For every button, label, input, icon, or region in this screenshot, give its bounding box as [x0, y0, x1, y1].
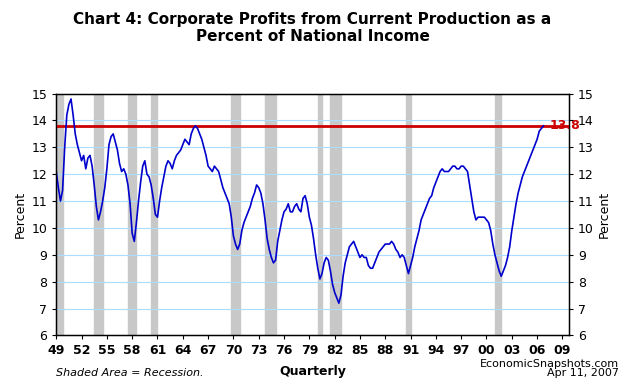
- Bar: [406, 94, 411, 335]
- Text: Apr 11, 2007: Apr 11, 2007: [547, 368, 619, 378]
- Y-axis label: Percent: Percent: [14, 191, 27, 238]
- Bar: [331, 94, 341, 335]
- Bar: [94, 94, 102, 335]
- Text: Shaded Area = Recession.: Shaded Area = Recession.: [56, 368, 204, 378]
- Bar: [128, 94, 136, 335]
- Bar: [495, 94, 501, 335]
- Bar: [318, 94, 322, 335]
- Bar: [231, 94, 240, 335]
- Text: Chart 4: Corporate Profits from Current Production as a
Percent of National Inco: Chart 4: Corporate Profits from Current …: [73, 12, 552, 44]
- Text: Quarterly: Quarterly: [279, 365, 346, 378]
- Bar: [54, 94, 62, 335]
- Text: 13.8: 13.8: [550, 119, 581, 132]
- Y-axis label: Percent: Percent: [598, 191, 611, 238]
- Text: EconomicSnapshots.com: EconomicSnapshots.com: [479, 358, 619, 369]
- Bar: [151, 94, 158, 335]
- Bar: [265, 94, 276, 335]
